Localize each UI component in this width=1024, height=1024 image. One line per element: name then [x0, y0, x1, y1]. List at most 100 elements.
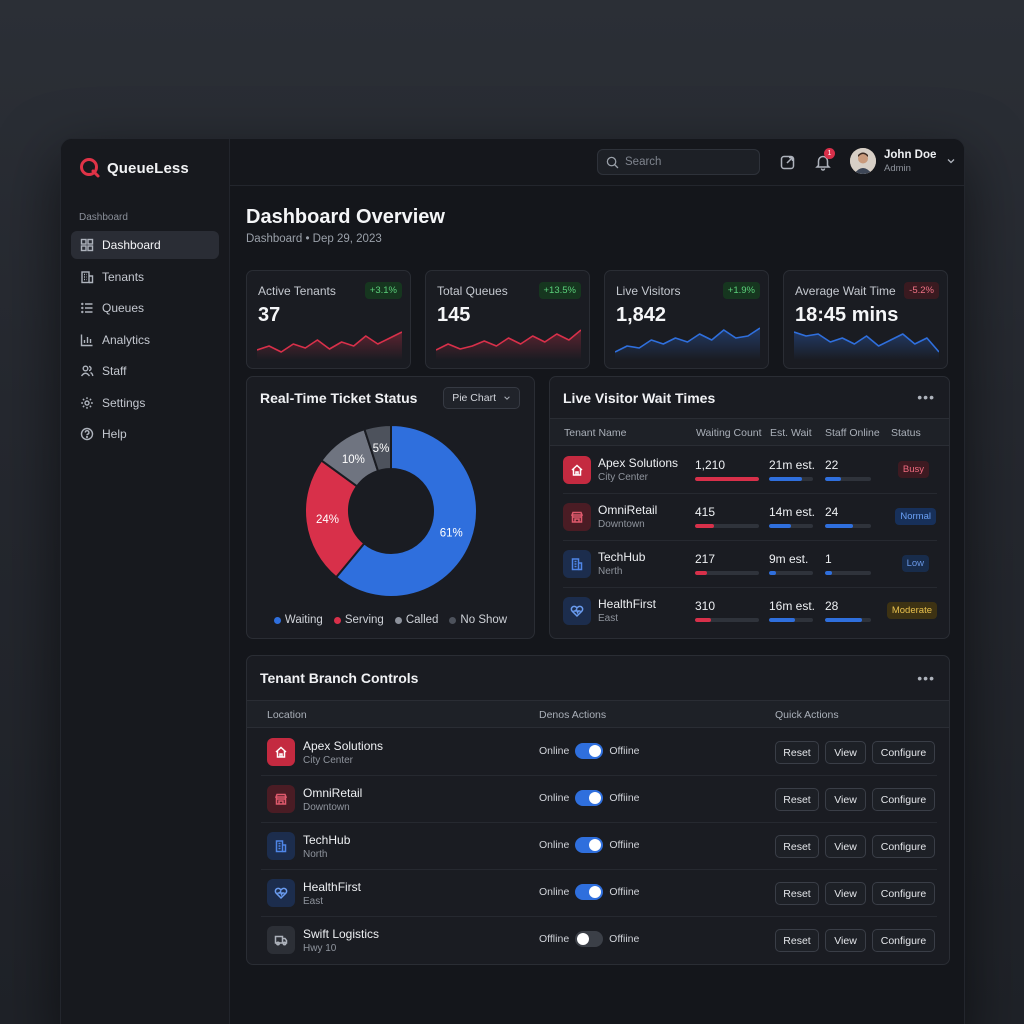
staff-bar — [825, 571, 871, 575]
est-wait: 21m est. — [769, 458, 816, 472]
view-button[interactable]: View — [825, 788, 866, 811]
user-menu[interactable]: John Doe Admin — [850, 148, 956, 174]
app-window: QueueLess Dashboard Dashboard Tenants Queu… — [60, 138, 965, 1024]
view-button[interactable]: View — [825, 741, 866, 764]
legend-item[interactable]: No Show — [449, 614, 507, 626]
sidebar-item-label: Analytics — [102, 332, 151, 347]
more-options-icon[interactable]: ••• — [917, 670, 935, 686]
location-sub: Hwy 10 — [303, 943, 337, 954]
stat-change-badge: +3.1% — [364, 282, 402, 299]
topbar: 1 John Doe Admin — [230, 139, 964, 186]
search-box[interactable] — [597, 149, 760, 175]
configure-button[interactable]: Configure — [872, 882, 935, 905]
stat-label: Total Queues — [437, 284, 508, 298]
sidebar: QueueLess Dashboard Dashboard Tenants Queu… — [61, 139, 230, 1024]
chevron-down-icon — [947, 159, 955, 164]
chart-type-value: Pie Chart — [452, 392, 496, 404]
reset-button[interactable]: Reset — [775, 788, 819, 811]
configure-button[interactable]: Configure — [872, 741, 935, 764]
stat-label: Active Tenants — [258, 284, 336, 298]
reset-button[interactable]: Reset — [775, 741, 819, 764]
online-toggle[interactable] — [575, 790, 604, 806]
online-toggle[interactable] — [575, 743, 604, 759]
pie-slice-no-show[interactable] — [363, 423, 392, 473]
reset-button[interactable]: Reset — [775, 882, 819, 905]
sidebar-item-label: Settings — [102, 395, 146, 410]
slice-label: 5% — [373, 443, 390, 455]
status-badge: Busy — [897, 461, 929, 478]
online-toggle[interactable] — [575, 931, 604, 947]
chart-type-select[interactable]: Pie Chart — [443, 387, 520, 409]
configure-button[interactable]: Configure — [872, 788, 935, 811]
online-toggle[interactable] — [575, 837, 604, 853]
toggle-off-label: Offiine — [609, 745, 640, 757]
sidebar-item-settings[interactable]: Settings — [71, 389, 219, 417]
stat-card[interactable]: Total Queues 145 +13.5% — [425, 270, 590, 369]
configure-button[interactable]: Configure — [872, 929, 935, 952]
legend-item[interactable]: Waiting — [273, 614, 323, 626]
notification-badge: 1 — [824, 148, 835, 159]
home-icon — [267, 738, 295, 766]
tenant-name: OmniRetail — [598, 503, 658, 517]
home-icon — [563, 456, 591, 484]
search-icon — [606, 156, 619, 168]
sidebar-item-label: Queues — [102, 301, 145, 315]
table-row[interactable]: TechHub Nerth 217 9m est. 1 Low — [563, 541, 937, 588]
sidebar-item-analytics[interactable]: Analytics — [71, 326, 219, 354]
gear-icon — [80, 396, 94, 410]
more-options-icon[interactable]: ••• — [917, 389, 935, 405]
stat-label: Average Wait Time — [795, 284, 896, 298]
staff-bar — [825, 618, 871, 622]
table-row[interactable]: Apex Solutions City Center 1,210 21m est. 22… — [563, 447, 937, 494]
sidebar-item-staff[interactable]: Staff — [71, 357, 219, 385]
view-button[interactable]: View — [825, 929, 866, 952]
sidebar-item-queues[interactable]: Queues — [71, 294, 219, 322]
stat-change-badge: +13.5% — [538, 282, 581, 299]
sparkline — [794, 331, 939, 360]
status-badge: Moderate — [886, 602, 937, 619]
search-input[interactable] — [625, 156, 745, 168]
table-row[interactable]: OmniRetail Downtown 415 14m est. 24 Normal — [563, 494, 937, 541]
stat-card[interactable]: Active Tenants 37 +3.1% — [246, 270, 411, 369]
sidebar-item-tenants[interactable]: Tenants — [71, 263, 219, 291]
configure-button[interactable]: Configure — [872, 835, 935, 858]
online-toggle[interactable] — [575, 884, 604, 900]
chevron-down-icon — [504, 396, 510, 400]
waiting-count: 217 — [695, 552, 716, 566]
tenant-name: TechHub — [598, 550, 646, 564]
stat-value: 1,842 — [616, 304, 667, 326]
pie-slice-serving[interactable] — [304, 459, 366, 579]
slice-label: 24% — [316, 514, 339, 526]
view-button[interactable]: View — [825, 835, 866, 858]
column-header: Quick Actions — [775, 709, 839, 721]
brand[interactable]: QueueLess — [79, 157, 189, 179]
main-content: Dashboard Overview Dashboard • Dep 29, 2… — [230, 186, 964, 1024]
branch-controls-header: Location Denos Actions Quick Actions — [247, 700, 949, 728]
reset-button[interactable]: Reset — [775, 835, 819, 858]
toggle-state-label: Online — [539, 745, 570, 757]
table-row[interactable]: HealthFirst East 310 16m est. 28 Moderate — [563, 588, 937, 635]
users-icon — [80, 364, 94, 378]
queueless-logo-icon — [79, 157, 101, 179]
waiting-bar — [695, 524, 759, 528]
export-icon[interactable] — [779, 153, 797, 171]
branch-controls-card: Tenant Branch Controls ••• Location Deno… — [246, 655, 950, 965]
pie-slice-waiting[interactable] — [334, 423, 478, 598]
status-toggle-group: Online Offiine — [539, 837, 640, 853]
tenant-location: City Center — [598, 472, 649, 483]
est-wait: 9m est. — [769, 552, 809, 566]
stat-card[interactable]: Live Visitors 1,842 +1.9% — [604, 270, 769, 369]
sidebar-item-help[interactable]: Help — [71, 420, 219, 448]
wait-times-title: Live Visitor Wait Times — [563, 390, 716, 406]
legend-swatch — [273, 616, 281, 624]
legend-label: Called — [405, 614, 439, 626]
view-button[interactable]: View — [825, 882, 866, 905]
sidebar-item-dashboard[interactable]: Dashboard — [71, 231, 219, 259]
bell-icon[interactable]: 1 — [814, 148, 835, 171]
stat-card[interactable]: Average Wait Time 18:45 mins -5.2% — [783, 270, 948, 369]
waiting-bar — [695, 571, 759, 575]
legend-item[interactable]: Called — [394, 614, 439, 626]
reset-button[interactable]: Reset — [775, 929, 819, 952]
sidebar-item-label: Tenants — [102, 269, 145, 284]
legend-item[interactable]: Serving — [333, 614, 384, 626]
